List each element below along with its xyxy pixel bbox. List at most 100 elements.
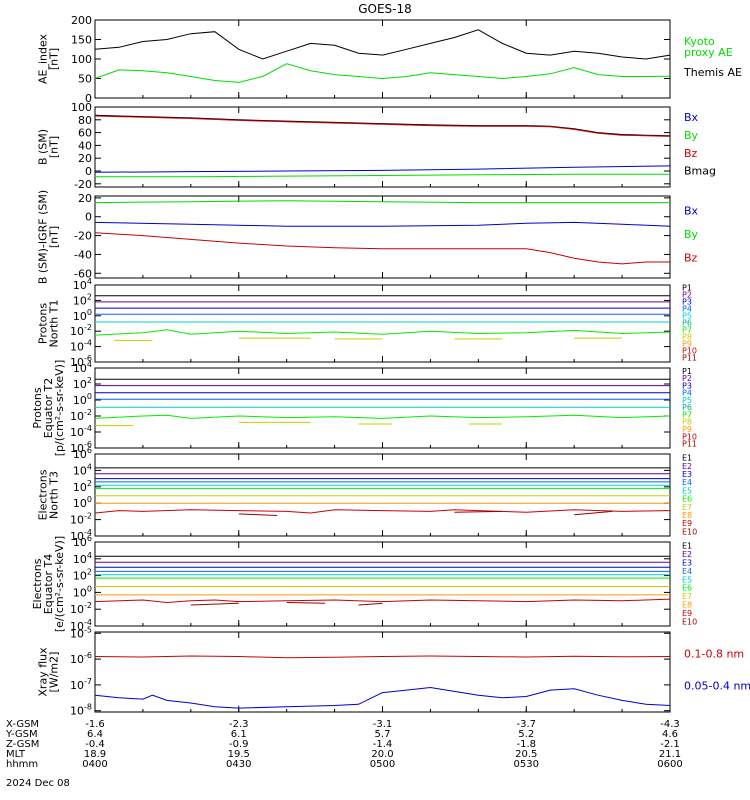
series-line: [574, 510, 613, 516]
panel-frame: [94, 367, 671, 449]
series-line: [94, 414, 671, 419]
legend-item: P11: [682, 440, 697, 449]
legend-item: P10: [682, 347, 697, 356]
series-line: [358, 602, 383, 606]
legend-item: E1: [682, 542, 692, 551]
legend-item: P10: [682, 432, 697, 441]
legend-item: Bmag: [684, 165, 716, 178]
panel-3: -60 -40 -20 0 20 B (SM)-IGRF (SM)[nT] Bx By Bz: [37, 190, 699, 284]
y-tick-label: 10-6: [70, 354, 92, 369]
legend-item: E2: [682, 550, 692, 559]
y-tick-label: 106: [73, 534, 92, 549]
panel-8: 10-8 10-7 10-6 10-5 Xray flux[W/m2] 0.1-0.8 n…: [37, 625, 750, 717]
footer-value: 6.1: [231, 729, 247, 740]
footer-value: 18.9: [84, 749, 106, 760]
y-tick-label: 10-6: [70, 440, 92, 455]
legend-item: E7: [682, 503, 692, 512]
legend-item: E1: [682, 454, 692, 463]
y-tick-label: 20: [78, 152, 92, 165]
legend-item: P8: [682, 418, 692, 427]
legend-item: 0.1-0.8 nm: [684, 648, 744, 661]
panel-frame: [94, 453, 671, 537]
footer-value: 4.6: [662, 729, 678, 740]
y-tick-label: 40: [78, 139, 92, 152]
series-line: [94, 165, 671, 173]
y-tick-label: 102: [73, 292, 92, 307]
legend-item: E5: [682, 575, 692, 584]
panel-1: 0 50 100 150 200 AE_index[nT] Kyoto proxy AE The…: [37, 14, 742, 105]
legend-item: P4: [682, 305, 692, 314]
series-line: [190, 602, 239, 606]
chart-title: GOES-18: [358, 2, 412, 16]
y-axis-label: B (SM)-IGRF (SM)[nT]: [37, 190, 61, 284]
footer-value: 6.4: [87, 729, 103, 740]
legend-item: E7: [682, 592, 692, 601]
legend-item: E5: [682, 486, 692, 495]
legend-item: E3: [682, 470, 692, 479]
footer-row-label: Z-GSM: [6, 739, 39, 750]
series-line: [94, 63, 671, 83]
y-tick-label: 102: [73, 479, 92, 494]
y-tick-label: 10-2: [70, 323, 92, 338]
y-tick-label: 100: [71, 101, 92, 114]
legend-item: P6: [682, 319, 692, 328]
footer-value: -3.1: [373, 719, 393, 730]
y-tick-label: 20: [78, 192, 92, 205]
y-tick-label: 104: [73, 360, 92, 375]
footer-value: 0430: [226, 759, 251, 770]
y-axis-label: AE_index[nT]: [37, 33, 61, 84]
legend-item: P9: [682, 340, 692, 349]
y-tick-label: 150: [71, 34, 92, 47]
footer-value: 0400: [82, 759, 107, 770]
y-axis-label: B (SM)[nT]: [37, 129, 61, 165]
legend-item: Themis AE: [683, 66, 742, 79]
series-line: [454, 510, 503, 513]
legend-item: Kyoto proxy AE: [684, 35, 733, 59]
series-line: [94, 598, 671, 604]
y-axis-label: ElectronsEquator T4[e/(cm²-s-sr-keV)]: [31, 536, 66, 632]
legend-item: By: [684, 228, 699, 241]
legend-item: E4: [682, 567, 692, 576]
legend-item: P7: [682, 326, 692, 335]
series-line: [94, 114, 671, 137]
y-tick-label: 10-4: [70, 618, 92, 633]
footer-value: -0.4: [85, 739, 105, 750]
y-tick-label: 100: [71, 53, 92, 66]
y-tick-label: -20: [74, 230, 92, 243]
y-tick-label: 10-2: [70, 512, 92, 527]
footer-value: 5.7: [375, 729, 391, 740]
footer-value: -0.9: [229, 739, 249, 750]
y-tick-label: 104: [73, 277, 92, 292]
y-tick-label: 200: [71, 14, 92, 27]
footer-value: -3.7: [516, 719, 536, 730]
series-line: [94, 221, 671, 227]
series-line: [94, 329, 671, 336]
y-tick-label: 100: [73, 308, 92, 323]
y-tick-label: 10-8: [70, 703, 92, 718]
legend-item: P9: [682, 425, 692, 434]
series-line: [94, 686, 671, 709]
date-label: 2024 Dec 08: [6, 778, 70, 789]
y-tick-label: 104: [73, 551, 92, 566]
y-tick-label: 10-4: [70, 424, 92, 439]
legend-item: P4: [682, 389, 692, 398]
legend-item: Bx: [684, 205, 699, 218]
series-line: [94, 655, 671, 659]
legend-item: 0.05-0.4 nm: [684, 680, 750, 693]
legend-item: E3: [682, 559, 692, 568]
y-tick-label: 100: [73, 495, 92, 510]
legend-item: E6: [682, 584, 692, 593]
legend-item: P2: [682, 374, 692, 383]
legend-item: P3: [682, 381, 692, 390]
legend-item: E8: [682, 511, 692, 520]
legend-item: P3: [682, 298, 692, 307]
footer-value: 5.2: [518, 729, 534, 740]
footer-value: -1.8: [516, 739, 536, 750]
footer-value: -1.4: [373, 739, 393, 750]
footer-value: -4.3: [660, 719, 680, 730]
y-axis-label: Xray flux[W/m2]: [37, 647, 61, 697]
y-tick-label: 10-6: [70, 651, 92, 666]
footer-value: 0530: [514, 759, 539, 770]
